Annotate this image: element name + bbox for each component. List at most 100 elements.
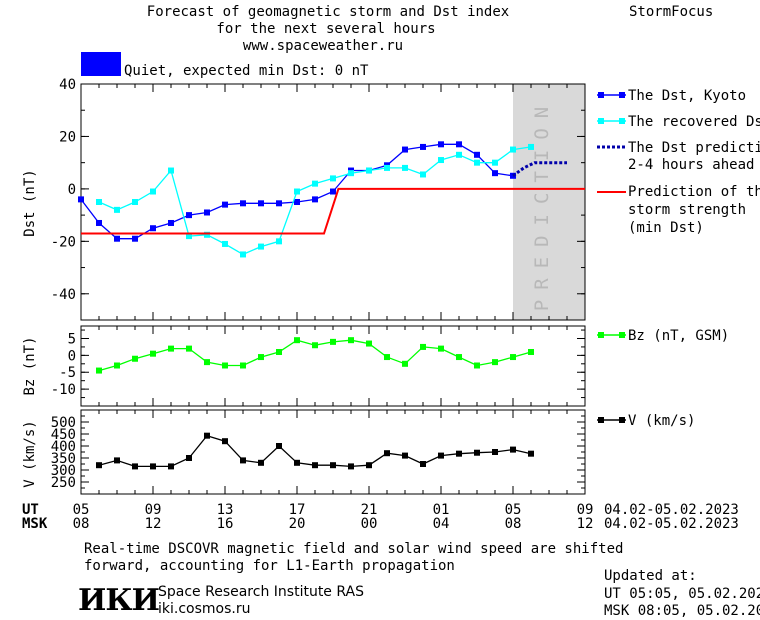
bz-nt-gsm-point: [420, 343, 426, 350]
legend-storm-line-2: storm strength: [628, 202, 747, 218]
the-dst-kyoto-point: [330, 188, 336, 195]
v-frame: [80, 409, 586, 495]
updated-ut: UT 05:05, 05.02.2023: [604, 586, 760, 602]
bz-axis-title: Bz (nT): [22, 336, 38, 396]
bz-ytick-label: -5: [59, 365, 76, 381]
the-recovered-dst-point: [456, 151, 462, 158]
v-km-s-point: [456, 450, 462, 457]
v-km-s-point: [510, 446, 516, 453]
status-color-swatch: [81, 52, 121, 76]
footnote-line-1: Real-time DSCOVR magnetic field and sola…: [84, 541, 624, 557]
v-ytick-label: 350: [51, 451, 76, 467]
the-recovered-dst-point: [132, 199, 138, 205]
dst-axis-title: Dst (nT): [22, 169, 38, 237]
bz-nt-gsm-point: [402, 360, 408, 367]
the-dst-kyoto-point: [240, 200, 246, 207]
legend-dst-kyoto-marker: [619, 92, 625, 98]
v-km-s-point: [168, 463, 174, 470]
msk-tick-label: 16: [217, 516, 234, 532]
prediction-shading: [513, 84, 585, 320]
dst-ytick-label: 20: [59, 129, 76, 145]
bz-nt-gsm-point: [384, 354, 390, 361]
ut-tick-label: 01: [433, 502, 450, 518]
v-km-s-point: [384, 450, 390, 457]
v-ytick-label: 300: [51, 463, 76, 479]
bz-nt-gsm-point: [492, 359, 498, 366]
bz-nt-gsm-point: [96, 367, 102, 374]
ut-tick-label: 17: [289, 502, 306, 518]
bz-nt-gsm-point: [222, 362, 228, 369]
bz-nt-gsm-point: [474, 362, 480, 369]
bz-nt-gsm-point: [132, 355, 138, 362]
msk-tick-label: 08: [505, 516, 522, 532]
bz-nt-gsm-point: [294, 337, 300, 344]
legend-v-marker: [598, 417, 604, 423]
legend-bz-marker: [598, 332, 604, 338]
the-recovered-dst-point: [258, 243, 264, 250]
legend-storm-line-3: (min Dst): [628, 220, 704, 236]
the-recovered-dst-point: [492, 159, 498, 166]
chart-source-url[interactable]: www.spaceweather.ru: [242, 38, 404, 54]
v-km-s-point: [132, 463, 138, 470]
v-km-s-line: [98, 434, 532, 468]
v-km-s-point: [474, 449, 480, 456]
institute-site[interactable]: iki.cosmos.ru: [158, 601, 251, 617]
the-dst-kyoto-point: [276, 200, 282, 207]
msk-axis-label: MSK: [22, 516, 48, 532]
the-dst-kyoto-point: [402, 146, 408, 153]
the-dst-kyoto-point: [312, 196, 318, 203]
the-recovered-dst-point: [384, 164, 390, 171]
legend-dst-kyoto: The Dst, Kyoto: [628, 88, 747, 104]
the-recovered-dst-point: [366, 167, 372, 174]
ut-tick-label: 05: [505, 502, 522, 518]
iki-logo: ИКИ: [78, 583, 160, 618]
dst-ytick-label: -20: [51, 234, 76, 250]
bz-panel: 50-5-10: [51, 325, 586, 407]
the-recovered-dst-point: [186, 233, 192, 240]
legend-dst-kyoto-marker: [598, 92, 604, 98]
legend: [597, 92, 626, 423]
the-recovered-dst-point: [222, 240, 228, 247]
v-km-s-point: [204, 432, 210, 439]
legend-bz: Bz (nT, GSM): [628, 328, 730, 344]
legend-v-marker: [619, 417, 625, 423]
the-recovered-dst-point: [294, 188, 300, 195]
the-dst-kyoto-point: [204, 209, 210, 216]
prediction-of-the-storm-strength-min-dst-line: [81, 187, 585, 235]
the-recovered-dst-point: [474, 159, 480, 166]
msk-tick-label: 20: [289, 516, 306, 532]
v-km-s-point: [312, 462, 318, 469]
msk-tick-label: 04: [433, 516, 450, 532]
chart-title-line-1: Forecast of geomagnetic storm and Dst in…: [146, 4, 510, 20]
bz-nt-gsm-point: [186, 345, 192, 352]
status-label: Quiet, expected min Dst: 0 nT: [124, 63, 369, 79]
bz-nt-gsm-point: [456, 354, 462, 361]
legend-bz-marker: [619, 332, 625, 338]
prediction-region-label: PREDICTION: [531, 96, 553, 312]
dst-frame: [80, 83, 586, 321]
the-dst-kyoto-point: [186, 212, 192, 219]
v-km-s-point: [402, 452, 408, 459]
v-km-s-point: [114, 457, 120, 464]
institute-name: Space Research Institute RAS: [158, 584, 364, 600]
bz-nt-gsm-point: [330, 338, 336, 345]
the-dst-kyoto-point: [78, 196, 84, 203]
v-km-s-point: [276, 443, 282, 449]
bz-nt-gsm-point: [204, 359, 210, 366]
footnote-line-2: forward, accounting for L1-Earth propaga…: [84, 558, 455, 574]
the-dst-kyoto-point: [168, 219, 174, 226]
the-dst-prediction-2-4-hours-ahead-line: [512, 161, 567, 178]
bz-nt-gsm-point: [114, 362, 120, 369]
updated-label: Updated at:: [604, 568, 697, 584]
msk-date-range: 04.02-05.02.2023: [604, 516, 739, 532]
legend-v: V (km/s): [628, 413, 696, 429]
v-km-s-point: [240, 457, 246, 464]
bz-nt-gsm-point: [240, 362, 246, 369]
the-dst-kyoto-point: [420, 143, 426, 150]
the-recovered-dst-point: [150, 188, 156, 195]
ut-tick-label: 13: [217, 502, 234, 518]
v-km-s-point: [294, 459, 300, 466]
the-recovered-dst-point: [204, 231, 210, 238]
the-dst-kyoto-point: [456, 141, 462, 148]
